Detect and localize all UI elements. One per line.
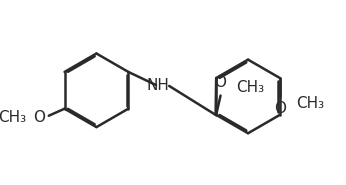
Text: O: O (215, 75, 227, 90)
Text: O: O (274, 101, 286, 116)
Text: CH₃: CH₃ (296, 96, 324, 111)
Text: O: O (33, 110, 45, 125)
Text: CH₃: CH₃ (236, 80, 264, 95)
Text: CH₃: CH₃ (0, 110, 26, 125)
Text: NH: NH (146, 78, 169, 93)
